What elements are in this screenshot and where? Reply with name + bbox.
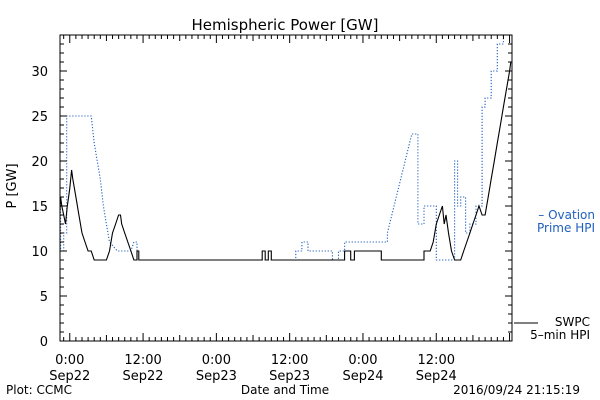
y-axis-label: P [GW]: [5, 163, 20, 208]
x-tick-label-time: 0:00: [202, 353, 231, 368]
x-tick-label-time: 0:00: [348, 353, 377, 368]
y-tick-label: 10: [31, 245, 48, 260]
series-layer: [60, 35, 512, 261]
y-tick-label: 5: [40, 290, 48, 305]
x-tick-label-time: 12:00: [418, 353, 455, 368]
y-tick-label: 30: [31, 65, 48, 80]
x-tick-label-date: Sep23: [196, 369, 237, 384]
footer-credit: Plot: CCMC: [6, 383, 72, 397]
x-tick-label-date: Sep24: [416, 369, 457, 384]
x-tick-label-time: 12:00: [124, 353, 161, 368]
y-axis: 0 5 10 15 20 25 30: [31, 34, 512, 350]
legend-ovation-line1: – Ovation: [538, 208, 595, 222]
x-axis-label: Date and Time: [241, 383, 329, 397]
x-tick-label-date: Sep22: [49, 369, 90, 384]
x-tick-label-time: 0:00: [55, 353, 84, 368]
footer-timestamp: 2016/09/24 21:15:19: [453, 383, 580, 397]
legend-ovation-line2: Prime HPI: [537, 221, 595, 235]
plot-frame: [59, 34, 513, 342]
x-tick-label-time: 12:00: [271, 353, 308, 368]
y-tick-label: 15: [31, 200, 48, 215]
series-line-swpc: [60, 61, 512, 261]
legend: – Ovation Prime HPI SWPC 5–min HPI: [514, 208, 595, 342]
x-axis: 0:00Sep2212:00Sep220:00Sep2312:00Sep230:…: [49, 35, 511, 384]
x-tick-label-date: Sep22: [123, 369, 164, 384]
y-tick-label: 20: [31, 155, 48, 170]
legend-swpc-line1: SWPC: [555, 315, 590, 329]
legend-swpc-line2: 5–min HPI: [530, 328, 590, 342]
x-tick-label-date: Sep23: [269, 369, 310, 384]
y-tick-label: 25: [31, 110, 48, 125]
y-tick-label: 0: [40, 335, 48, 350]
chart-title: Hemispheric Power [GW]: [192, 16, 379, 34]
series-line-ovation-prime: [60, 35, 510, 261]
x-tick-label-date: Sep24: [342, 369, 383, 384]
